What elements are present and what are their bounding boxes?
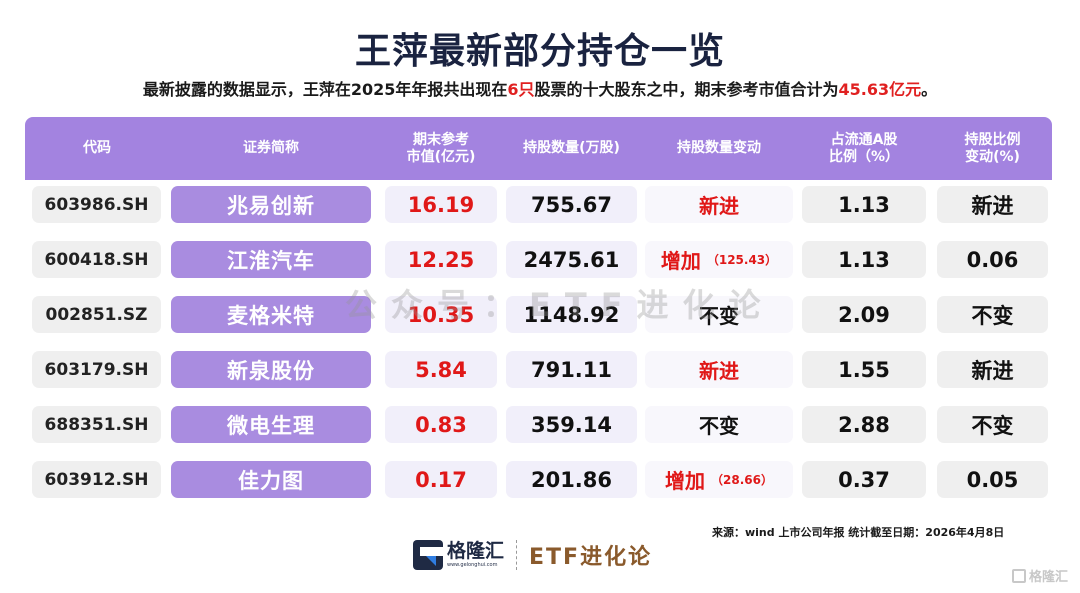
cell-float-ratio: 1.13 bbox=[802, 241, 926, 278]
corner-logo-icon bbox=[1011, 568, 1026, 583]
corner-watermark-text: 格隆汇 bbox=[1028, 570, 1068, 585]
cell-market-value: 12.25 bbox=[385, 241, 497, 278]
cell-ratio-change: 0.06 bbox=[937, 241, 1048, 278]
cell-name: 江淮汽车 bbox=[171, 241, 371, 278]
gelonghui-logo-icon bbox=[413, 540, 443, 570]
cell-ratio-change: 新进 bbox=[937, 186, 1048, 223]
header-code: 代码 bbox=[83, 140, 111, 156]
header-change: 持股数量变动 bbox=[677, 140, 761, 156]
share-change-label: 新进 bbox=[699, 194, 739, 218]
corner-watermark: 格隆汇 bbox=[1011, 566, 1068, 585]
cell-code: 600418.SH bbox=[32, 241, 161, 278]
cell-share-change: 不变 bbox=[645, 296, 793, 333]
page-title: 王萍最新部分持仓一览 bbox=[354, 31, 725, 72]
cell-market-value: 0.17 bbox=[385, 461, 497, 498]
cell-float-ratio: 1.55 bbox=[802, 351, 926, 388]
subtitle-text-1: 最新披露的数据显示，王萍在2025年年报共出现在 bbox=[142, 80, 508, 99]
subtitle-text-3: 。 bbox=[921, 80, 938, 99]
header-shares: 持股数量(万股) bbox=[523, 140, 620, 156]
gelonghui-logo-text: 格隆汇 www.gelonghui.com bbox=[447, 541, 504, 569]
cell-name: 麦格米特 bbox=[171, 296, 371, 333]
header-name: 证券简称 bbox=[243, 140, 299, 156]
share-change-amount: （125.43） bbox=[706, 253, 778, 267]
cell-market-value: 0.83 bbox=[385, 406, 497, 443]
header-value: 期末参考 市值(亿元) bbox=[385, 117, 497, 180]
cell-share-change: 不变 bbox=[645, 406, 793, 443]
cell-float-ratio: 2.09 bbox=[802, 296, 926, 333]
share-change-label: 新进 bbox=[699, 359, 739, 383]
subtitle-text-2: 股票的十大股东之中，期末参考市值合计为 bbox=[534, 80, 839, 99]
header-pct-line1: 持股比例 bbox=[964, 131, 1021, 148]
header-value-line2: 市值(亿元) bbox=[406, 148, 476, 165]
cell-ratio-change: 不变 bbox=[937, 296, 1048, 333]
cell-name: 新泉股份 bbox=[171, 351, 371, 388]
source-note: 来源：wind 上市公司年报 统计截至日期：2026年4月8日 bbox=[712, 526, 1005, 539]
cell-ratio-change: 不变 bbox=[937, 406, 1048, 443]
cell-share-change: 新进 bbox=[645, 186, 793, 223]
cell-market-value: 16.19 bbox=[385, 186, 497, 223]
cell-code: 603179.SH bbox=[32, 351, 161, 388]
cell-code: 603912.SH bbox=[32, 461, 161, 498]
cell-share-change: 新进 bbox=[645, 351, 793, 388]
logo-divider bbox=[516, 540, 518, 570]
cell-share-change: 增加 （125.43） bbox=[645, 241, 793, 278]
subtitle: 最新披露的数据显示，王萍在2025年年报共出现在6只股票的十大股东之中，期末参考… bbox=[0, 76, 1080, 100]
cell-ratio-change: 0.05 bbox=[937, 461, 1048, 498]
cell-shares: 791.11 bbox=[506, 351, 637, 388]
table-header: 代码 证券简称 期末参考 市值(亿元) 持股数量(万股) 持股数量变动 占流通A… bbox=[25, 117, 1052, 180]
cell-float-ratio: 1.13 bbox=[802, 186, 926, 223]
cell-float-ratio: 2.88 bbox=[802, 406, 926, 443]
header-value-line1: 期末参考 bbox=[413, 131, 469, 148]
header-ratio: 占流通A股 比例（%） bbox=[802, 117, 926, 180]
cell-name: 佳力图 bbox=[171, 461, 371, 498]
share-change-label: 不变 bbox=[699, 304, 739, 328]
cell-share-change: 增加 （28.66） bbox=[645, 461, 793, 498]
cell-market-value: 5.84 bbox=[385, 351, 497, 388]
gelonghui-url: www.gelonghui.com bbox=[447, 562, 498, 568]
cell-code: 688351.SH bbox=[32, 406, 161, 443]
share-change-label: 不变 bbox=[699, 414, 739, 438]
subtitle-highlight-total: 45.63亿元 bbox=[838, 80, 922, 99]
footer-logos: 格隆汇 www.gelonghui.com ETF进化论 bbox=[413, 538, 652, 572]
etf-brand: ETF进化论 bbox=[529, 545, 653, 570]
share-change-label: 增加 bbox=[660, 249, 701, 273]
cell-shares: 201.86 bbox=[506, 461, 637, 498]
cell-code: 002851.SZ bbox=[32, 296, 161, 333]
cell-ratio-change: 新进 bbox=[937, 351, 1048, 388]
cell-shares: 2475.61 bbox=[506, 241, 637, 278]
gelonghui-name: 格隆汇 bbox=[447, 540, 505, 562]
share-change-amount: （28.66） bbox=[711, 473, 773, 487]
header-ratio-line1: 占流通A股 bbox=[830, 131, 898, 148]
header-ratio-line2: 比例（%） bbox=[828, 148, 900, 165]
cell-shares: 755.67 bbox=[506, 186, 637, 223]
cell-name: 兆易创新 bbox=[171, 186, 371, 223]
cell-code: 603986.SH bbox=[32, 186, 161, 223]
cell-float-ratio: 0.37 bbox=[802, 461, 926, 498]
share-change-label: 增加 bbox=[665, 469, 706, 493]
subtitle-highlight-count: 6只 bbox=[507, 80, 535, 99]
header-pct-change: 持股比例 变动(%) bbox=[937, 117, 1048, 180]
cell-name: 微电生理 bbox=[171, 406, 371, 443]
cell-shares: 359.14 bbox=[506, 406, 637, 443]
header-pct-line2: 变动(%) bbox=[965, 148, 1020, 165]
cell-market-value: 10.35 bbox=[385, 296, 497, 333]
cell-shares: 1148.92 bbox=[506, 296, 637, 333]
